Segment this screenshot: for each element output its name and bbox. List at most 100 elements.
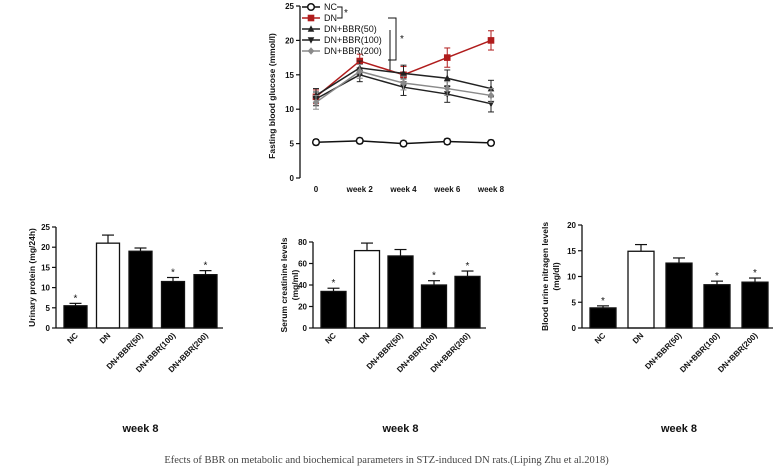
bar-dn-bbr-100- (160, 280, 186, 329)
x-tick-label: DN (631, 331, 646, 346)
legend-marker (306, 2, 316, 12)
y-axis-label-line: Serum creatinine levels (279, 237, 289, 332)
legend-label: DN+BBR(50) (324, 24, 377, 34)
data-point (400, 79, 407, 87)
sig-star: * (715, 271, 719, 282)
legend-marker (307, 25, 315, 32)
x-axis-label: week 8 (121, 423, 158, 435)
sig-bracket (337, 6, 343, 19)
legend-marker (307, 14, 315, 22)
y-tick-label: 5 (290, 140, 295, 149)
x-tick-label: NC (323, 331, 338, 346)
y-tick-label: 80 (298, 238, 307, 247)
x-tick-label: NC (65, 331, 80, 346)
sig-bracket (388, 17, 397, 61)
y-axis-label: Urinary protein (mg/24h) (27, 228, 37, 327)
legend-label: DN (324, 13, 337, 23)
bar-dn-bbr-200- (741, 281, 769, 329)
data-point (311, 138, 321, 147)
sig-star: * (344, 8, 348, 19)
y-tick-label: 5 (572, 298, 577, 307)
y-tick-label: 0 (46, 324, 51, 333)
data-point (443, 84, 451, 93)
y-tick-label: 25 (285, 2, 294, 11)
sig-star: * (432, 271, 436, 282)
legend-label: DN+BBR(100) (324, 35, 382, 45)
figure-caption: Efects of BBR on metabolic and biochemic… (164, 455, 609, 466)
x-axis-label: week 8 (381, 423, 418, 435)
y-tick-label: 40 (298, 281, 307, 290)
bar-dn-bbr-100- (420, 284, 448, 329)
bar-nc (63, 305, 88, 329)
bar-dn-bbr-100- (703, 284, 731, 329)
bar-dn-bbr-50- (387, 255, 414, 329)
y-tick-label: 0 (572, 324, 577, 333)
legend-label: NC (324, 2, 337, 12)
sig-star: * (466, 261, 470, 272)
data-point (443, 137, 452, 146)
bar-dn (353, 249, 381, 329)
sig-star: * (204, 261, 208, 272)
data-point (487, 37, 495, 44)
x-tick-label: DN+BBR(200) (716, 331, 760, 375)
sig-star: * (171, 268, 175, 279)
y-tick-label: 5 (46, 304, 51, 313)
y-tick-label: 0 (290, 174, 295, 183)
x-tick-label: week 2 (346, 185, 374, 194)
data-point (486, 138, 496, 147)
data-point (355, 136, 364, 145)
y-tick-label: 20 (285, 36, 294, 45)
data-point (356, 67, 364, 76)
bun-chart: 0 5 10 15 20 Blood urine nitragen levels(mg/d… (540, 221, 773, 435)
x-tick-label: DN (357, 331, 372, 346)
y-tick-label: 0 (303, 324, 308, 333)
data-point (443, 74, 451, 82)
data-point (487, 91, 495, 100)
y-axis-label-line: Blood urine nitragen levels (540, 222, 550, 331)
y-tick-label: 15 (41, 263, 50, 272)
sig-star: * (332, 278, 336, 289)
y-tick-label: 20 (298, 303, 307, 312)
y-tick-label: 10 (567, 273, 576, 282)
y-tick-label: 20 (567, 221, 576, 230)
x-tick-label: 0 (314, 185, 319, 194)
data-point (400, 69, 407, 77)
bar-nc (589, 307, 617, 329)
bar-nc (320, 290, 347, 329)
data-point (443, 54, 451, 61)
x-tick-label: week 4 (389, 185, 417, 194)
series-dn-bbr-200- (312, 63, 495, 110)
x-tick-label: week 8 (477, 185, 505, 194)
legend-label: DN+BBR(200) (324, 46, 382, 56)
y-axis-label: Fasting blood glucose (mmol/l) (267, 33, 277, 159)
bar-dn (95, 242, 121, 329)
y-tick-label: 10 (285, 105, 294, 114)
data-point (399, 139, 408, 148)
sig-star: * (400, 34, 404, 45)
y-axis-label: Serum creatinine levels(mg/ml) (279, 237, 300, 332)
y-axis-label: Blood urine nitragen levels(mg/dl) (540, 222, 561, 331)
figure: 0 5 10 15 20 25 Fasting blood glucose (mmol/l)… (27, 2, 773, 435)
y-axis-label-line: (mg/dl) (551, 262, 561, 290)
x-tick-label: NC (593, 331, 608, 346)
bar-dn-bbr-50- (665, 262, 693, 329)
series-nc (311, 136, 496, 148)
glucose-line-chart: 0 5 10 15 20 25 Fasting blood glucose (mmol/l)… (267, 2, 505, 194)
data-point (312, 98, 320, 107)
y-tick-label: 15 (285, 71, 294, 80)
sig-star: * (601, 296, 605, 307)
y-tick-label: 15 (567, 247, 576, 256)
x-axis-label: week 8 (660, 423, 697, 435)
bar-dn-bbr-200- (454, 275, 481, 329)
y-axis-label-line: (mg/ml) (290, 269, 300, 300)
y-tick-label: 25 (41, 223, 50, 232)
bar-dn (627, 250, 655, 329)
legend-marker (307, 47, 315, 55)
sig-star: * (74, 293, 78, 304)
bar-dn-bbr-50- (128, 250, 153, 329)
y-tick-label: 60 (298, 260, 307, 269)
x-tick-label: DN+BBR(50) (643, 331, 683, 371)
